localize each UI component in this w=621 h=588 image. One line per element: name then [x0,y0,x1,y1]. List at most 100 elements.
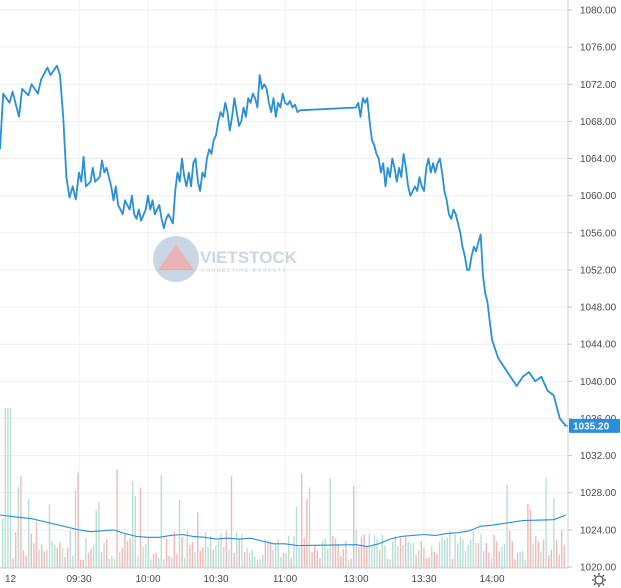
volume-bar [340,556,342,568]
volume-bar [33,543,35,568]
volume-bar [30,533,32,568]
volume-bar [98,501,100,568]
volume-bar [25,555,27,568]
volume-bar [425,558,428,568]
volume-bar [46,550,48,568]
x-tick-label: 14:00 [479,574,504,585]
volume-bar [506,484,508,568]
volume-bar [308,487,311,568]
x-tick-label: 13:30 [411,574,436,585]
volume-bar [277,538,279,568]
volume-bar [535,536,537,568]
volume-bar [477,542,480,568]
volume-bar [436,553,438,568]
volume-bar [202,547,204,568]
volume-bar [542,539,545,568]
y-tick-label: 1076.00 [580,43,617,54]
x-tick-label: 10:00 [135,574,160,585]
volume-bar [254,556,256,568]
y-tick-label: 1048.00 [580,303,617,314]
volume-bar [126,541,129,568]
watermark: VIETSTOCK CONNECTING MARKETS [153,236,298,282]
volume-bar [77,472,79,568]
volume-bar [20,476,22,568]
volume-bar [160,475,162,568]
x-tick-label: 11:00 [273,574,298,585]
volume-bar [433,551,435,568]
volume-bar [199,550,201,568]
volume-bar [197,512,199,568]
volume-bar [93,545,95,568]
volume-bar [223,546,225,568]
y-tick-label: 1080.00 [580,6,617,17]
volume-bar [537,541,539,568]
volume-bar [405,536,407,568]
volume-bar [272,550,274,568]
volume-bar [207,546,209,568]
volume-bar [459,536,461,568]
volume-bar [446,537,448,568]
volume-bar [72,555,74,568]
volume-average-series [0,514,567,548]
price-line [0,64,567,427]
volume-bar [527,504,529,568]
volume-bar [329,478,331,568]
volume-bar [129,538,131,568]
volume-bar [238,538,240,568]
volume-bar [363,534,365,568]
volume-bar [22,549,25,568]
volume-bar [243,551,246,568]
last-price-badge: 1035.20 [564,418,620,433]
volume-bar [350,558,352,568]
volume-average-line [0,514,567,548]
gear-icon[interactable] [594,575,604,585]
volume-bar [168,555,170,568]
volume-bar [311,551,313,568]
volume-bar [7,408,9,568]
volume-bar [399,537,402,568]
volume-bar [28,498,30,568]
volume-bar [464,550,467,568]
volume-bar [449,530,451,568]
volume-bar [519,551,521,568]
volume-bar [163,559,165,568]
volume-bar [360,537,363,568]
y-tick-label: 1064.00 [580,154,617,165]
volume-bar [462,539,464,568]
volume-bar [488,552,490,568]
volume-bar [142,546,144,568]
volume-bar [12,558,14,568]
volume-bar [441,536,443,568]
volume-bar [56,548,58,568]
volume-bar [59,542,61,568]
volume-bar [389,559,391,568]
volume-bar [137,555,139,568]
y-tick-label: 1020.00 [580,563,617,574]
y-tick-label: 1040.00 [580,377,617,388]
volume-bar [51,540,53,568]
volume-bar [561,530,563,568]
volume-bar [431,546,433,568]
settings-button[interactable] [592,573,606,587]
volume-bar [353,486,355,568]
volume-bar [293,536,295,568]
volume-bar [251,549,253,568]
volume-bar [186,530,188,568]
volume-bar [303,538,305,568]
volume-bar [493,534,495,568]
volume-bar [511,541,513,568]
volume-bar [35,522,38,568]
volume-bar [134,495,136,568]
volume-bar [38,549,40,568]
volume-bar [516,552,519,568]
volume-bar [150,559,152,568]
volume-bar [384,545,386,568]
volume-bar [392,541,394,568]
volume-bar [139,487,142,568]
volume-bar [48,504,51,568]
volume-bar [563,545,565,568]
volume-bar [108,559,110,568]
volume-bar [347,559,350,568]
volume-bar [558,554,560,568]
